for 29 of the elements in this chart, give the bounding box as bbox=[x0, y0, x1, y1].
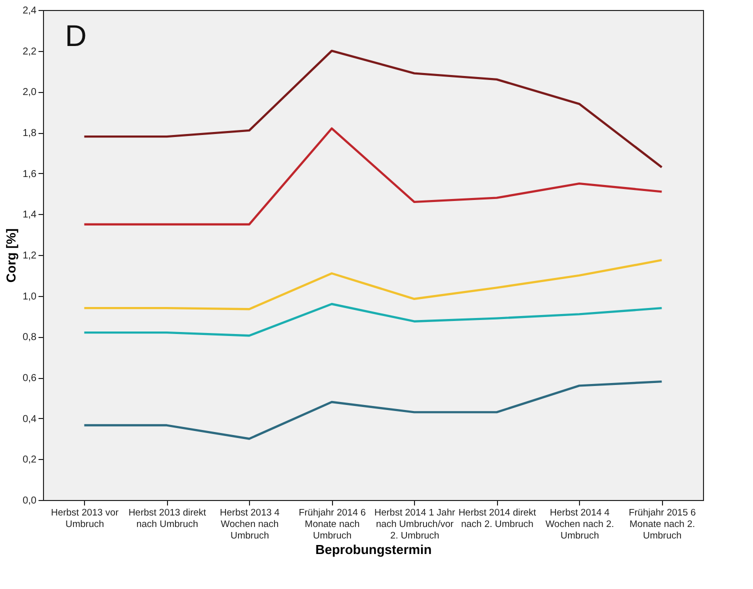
x-tick-label: Herbst 2013 vor Umbruch bbox=[50, 508, 119, 530]
x-axis-title: Beprobungstermin bbox=[315, 542, 432, 557]
x-tick-label: Herbst 2014 4 Wochen nach 2. Umbruch bbox=[546, 508, 614, 542]
annotation: D bbox=[65, 20, 87, 53]
line-series bbox=[83, 50, 663, 168]
x-tick-label: Frühjahr 2015 6 Monate nach 2. Umbruch bbox=[628, 508, 696, 542]
y-tick-label: 1,2 bbox=[22, 250, 37, 262]
y-tick-label: 1,8 bbox=[22, 128, 37, 139]
y-tick-label: 0,8 bbox=[22, 332, 37, 344]
x-tick-label: Frühjahr 2014 6 Monate nach Umbruch bbox=[298, 508, 366, 542]
x-tick-label: Herbst 2014 1 Jahr nach Umbruch/vor 2. Umbruch bbox=[374, 508, 456, 542]
x-tick-label: Herbst 2013 4 Wochen nach Umbruch bbox=[220, 508, 280, 542]
x-tick-label: Herbst 2013 direkt nach Umbruch bbox=[128, 508, 206, 530]
y-tick-label: 0,4 bbox=[22, 414, 37, 425]
y-tick-label: 0,6 bbox=[22, 373, 37, 384]
y-tick-label: 1,0 bbox=[22, 291, 37, 302]
line-series bbox=[83, 380, 663, 440]
y-axis-title: Corg [%] bbox=[4, 228, 19, 283]
y-tick-label: 2,2 bbox=[22, 46, 37, 58]
line-series bbox=[83, 259, 663, 310]
y-tick-label: 0,0 bbox=[22, 496, 37, 506]
y-tick-label: 1,6 bbox=[22, 168, 37, 180]
y-tick-label: 1,4 bbox=[22, 210, 37, 221]
y-tick-label: 2,0 bbox=[22, 87, 37, 98]
x-tick-label: Herbst 2014 direkt nach 2. Umbruch bbox=[458, 508, 536, 530]
line-series bbox=[83, 302, 663, 337]
line-series bbox=[83, 127, 663, 226]
y-tick-label: 0,2 bbox=[22, 454, 37, 466]
y-tick-label: 2,4 bbox=[22, 6, 37, 16]
